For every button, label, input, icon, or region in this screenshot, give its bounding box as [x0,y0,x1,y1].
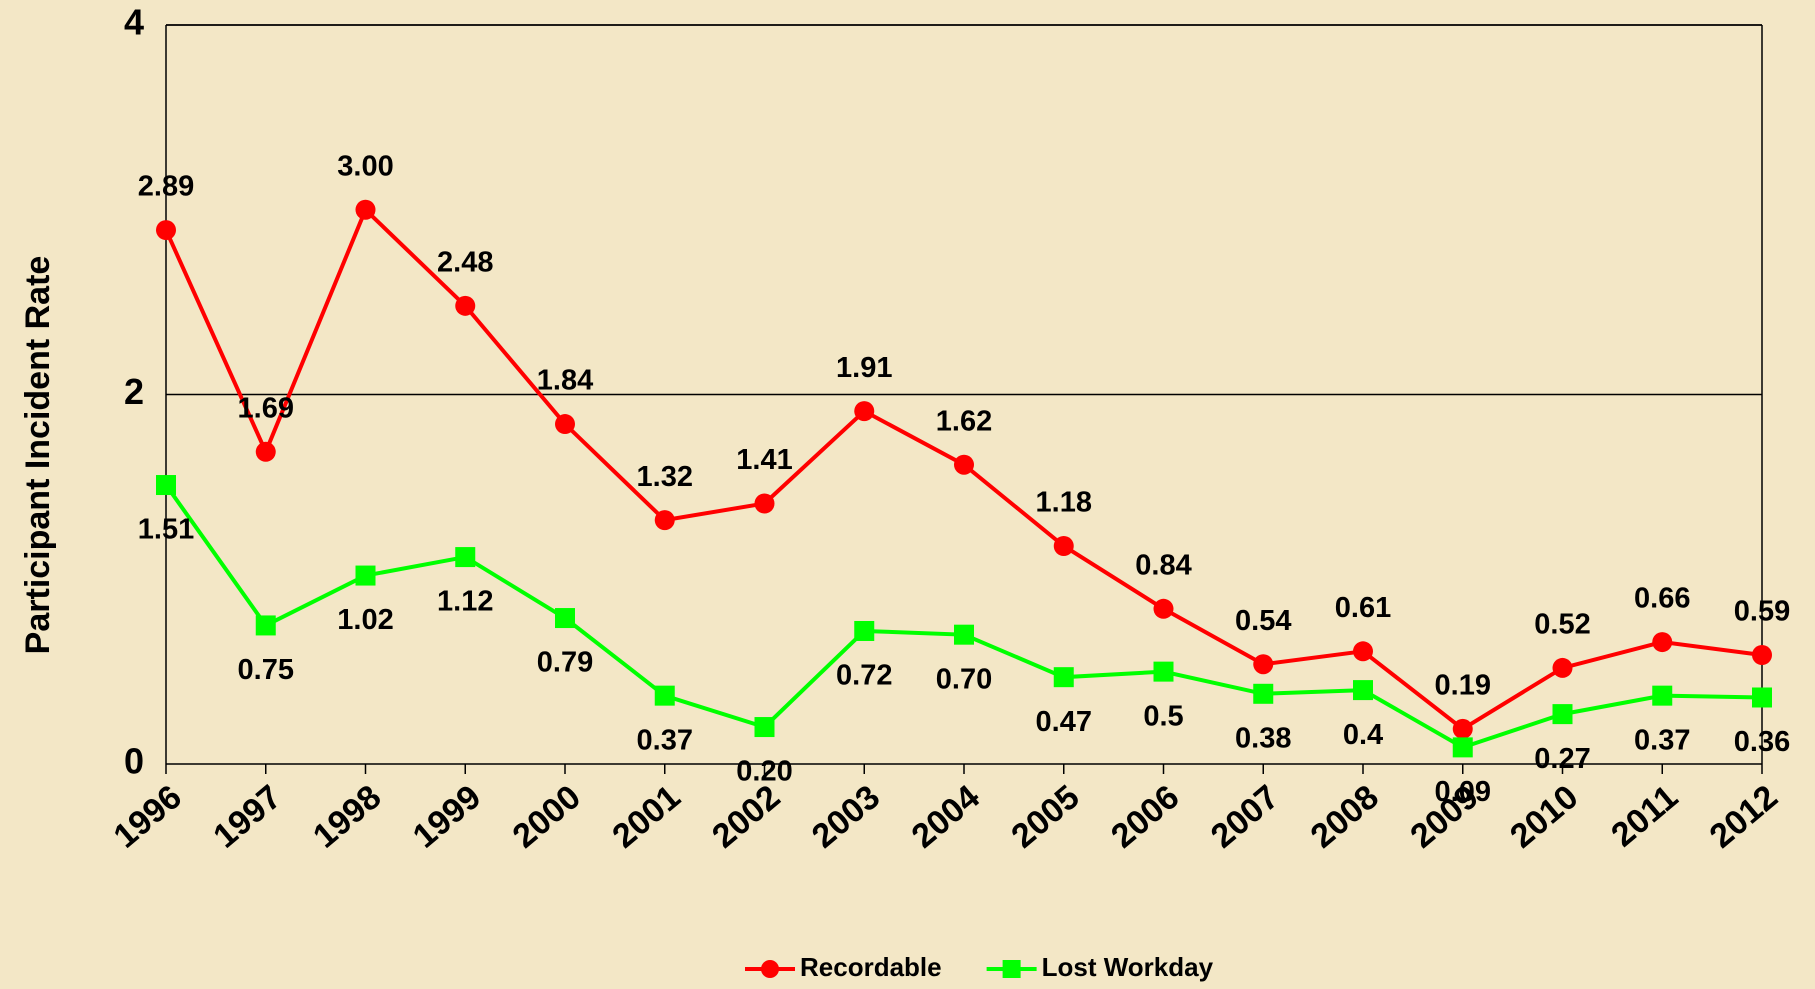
point [555,414,575,435]
x-tick-label: 2000 [506,778,588,856]
point [355,199,376,220]
data-label: 0.61 [1335,592,1391,624]
data-label: 1.69 [238,392,294,424]
data-label: 1.18 [1036,487,1092,519]
point [1053,667,1074,688]
data-label: 0.84 [1135,549,1191,581]
y-tick-label: 0 [124,741,144,782]
point [1452,737,1473,758]
point [954,454,974,475]
legend-marker [1002,960,1021,978]
data-label: 1.91 [836,352,892,384]
point [1153,661,1174,682]
point [1253,683,1274,704]
data-label: 1.02 [337,604,393,636]
data-label: 0.37 [1634,724,1690,756]
data-label: 0.59 [1734,596,1790,628]
legend-label: Recordable [800,952,942,982]
x-tick-label: 1998 [306,778,388,856]
legend-label: Lost Workday [1042,952,1214,982]
data-label: 1.84 [537,365,593,397]
point [1552,657,1573,678]
point [255,615,276,636]
point [854,620,875,641]
point [455,547,476,568]
y-tick-label: 4 [124,2,144,43]
point [754,493,775,514]
data-label: 0.19 [1435,670,1491,702]
point [156,220,176,241]
data-label: 1.41 [736,444,792,476]
data-label: 1.51 [138,514,194,546]
x-tick-label: 2007 [1204,778,1286,856]
x-tick-label: 2008 [1304,778,1386,856]
x-tick-label: 2010 [1503,778,1585,856]
point [1652,632,1673,653]
data-label: 0.72 [836,660,892,692]
data-label: 0.36 [1734,726,1790,758]
point [1053,535,1074,556]
point [1353,680,1373,701]
data-label: 0.52 [1534,609,1590,641]
x-tick-label: 1996 [107,778,189,856]
point [954,624,974,645]
point [1353,641,1373,662]
y-tick-label: 2 [124,371,144,412]
point [555,608,575,629]
data-label: 0.37 [637,724,693,756]
data-label: 2.48 [437,246,493,278]
point [1452,718,1473,739]
point [1153,598,1174,619]
point [1752,687,1772,708]
x-tick-label: 2011 [1604,778,1685,855]
point [355,565,376,586]
x-tick-label: 2004 [905,778,987,856]
series-line [164,483,1763,750]
point [754,717,775,738]
data-label: 0.70 [936,663,992,695]
data-label: 2.89 [138,171,194,203]
point [156,475,176,496]
data-label: 0.79 [537,647,593,679]
data-label: 1.62 [936,405,992,437]
point [455,295,476,316]
data-label: 1.12 [437,586,493,618]
data-label: 0.4 [1343,719,1383,751]
data-label: 0.5 [1143,700,1183,732]
point [654,685,675,706]
y-axis-title: Participant Incident Rate [19,256,57,655]
data-label: 1.32 [637,461,693,493]
point [1552,704,1573,725]
x-tick-label: 2001 [605,778,687,856]
point [255,441,276,462]
x-tick-label: 2012 [1703,778,1785,856]
x-tick-label: 2003 [805,778,887,856]
point [654,510,675,531]
x-tick-label: 1999 [406,778,488,856]
legend-marker [761,960,779,978]
data-label: 0.66 [1634,583,1690,615]
point [1752,644,1772,665]
data-label: 0.75 [238,654,294,686]
data-label: 0.47 [1036,706,1092,738]
x-tick-label: 1997 [206,778,288,856]
point [1253,654,1274,675]
data-label: 0.54 [1235,605,1291,637]
point [854,401,875,422]
data-label: 3.00 [337,150,393,182]
data-label: 0.20 [736,756,792,788]
data-label: 0.09 [1435,776,1491,808]
data-label: 0.27 [1534,743,1590,775]
point [1652,685,1673,706]
x-tick-label: 2002 [705,778,787,856]
x-tick-label: 2006 [1104,778,1186,856]
x-tick-label: 2005 [1004,778,1086,856]
data-label: 0.38 [1235,722,1291,754]
